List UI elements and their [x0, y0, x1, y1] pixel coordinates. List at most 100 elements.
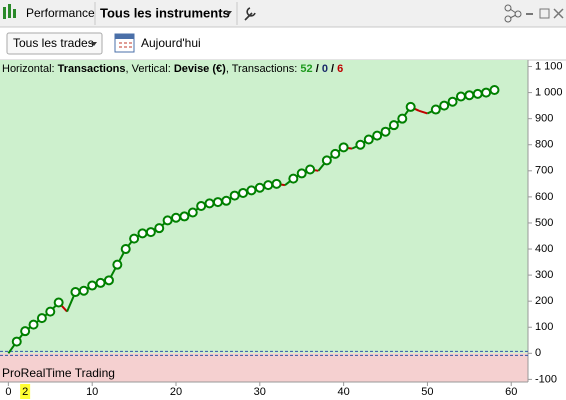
- info-text: /: [316, 63, 319, 75]
- win-marker: [87, 280, 98, 291]
- win-marker: [271, 178, 282, 189]
- win-marker: [95, 277, 106, 288]
- y-tick-label: 600: [535, 191, 553, 203]
- chart-info: Horizontal: Transactions, Vertical: Devi…: [2, 63, 343, 75]
- win-marker: [472, 88, 483, 99]
- dropdown-arrow[interactable]: [226, 11, 232, 15]
- x-highlight-bg: [20, 384, 31, 399]
- y-tick-label: 1 100: [535, 60, 563, 72]
- tab-performance[interactable]: Performance: [26, 6, 95, 20]
- win-marker: [187, 207, 198, 218]
- win-marker: [355, 139, 366, 150]
- win-marker: [380, 126, 391, 137]
- info-text: Horizontal:: [2, 63, 55, 75]
- toolbar: [0, 0, 566, 27]
- win-marker: [288, 173, 299, 184]
- y-tick-label: 300: [535, 269, 553, 281]
- win-marker: [430, 104, 441, 115]
- win-marker: [305, 164, 316, 175]
- win-marker: [204, 198, 215, 209]
- win-marker: [489, 84, 500, 95]
- win-marker: [70, 287, 81, 298]
- info-text: /: [331, 63, 334, 75]
- win-marker: [129, 233, 140, 244]
- date-filter[interactable]: Aujourd'hui: [141, 36, 201, 50]
- win-marker: [36, 313, 47, 324]
- win-marker: [439, 100, 450, 111]
- settings-icon[interactable]: [244, 7, 256, 21]
- win-marker: [405, 101, 416, 112]
- info-text: ,: [126, 63, 129, 75]
- loss-count: 6: [337, 63, 343, 75]
- win-marker: [455, 91, 466, 102]
- win-marker: [321, 155, 332, 166]
- calendar-icon[interactable]: [114, 33, 135, 53]
- instrument-dropdown[interactable]: Tous les instruments: [100, 5, 230, 20]
- y-tick-label: 100: [535, 321, 553, 333]
- info-text: Vertical:: [132, 63, 171, 75]
- x-tick-label: 50: [421, 386, 433, 398]
- share-icon[interactable]: [504, 4, 522, 23]
- maximize[interactable]: [539, 8, 550, 19]
- y-tick-label: 0: [535, 347, 541, 359]
- win-marker: [238, 187, 249, 198]
- win-marker: [78, 285, 89, 296]
- win-marker: [372, 130, 383, 141]
- win-marker: [229, 190, 240, 201]
- win-marker: [196, 201, 207, 212]
- win-marker: [330, 148, 341, 159]
- x-tick-label: 10: [86, 386, 98, 398]
- trades-filter[interactable]: Tous les trades: [13, 36, 94, 50]
- win-marker: [296, 168, 307, 179]
- win-marker: [20, 326, 31, 337]
- app-icon: [3, 4, 16, 19]
- win-marker: [464, 90, 475, 101]
- trades-dropdown[interactable]: [6, 32, 103, 55]
- x-tick-label: 30: [254, 386, 266, 398]
- x-tick-label: 60: [505, 386, 517, 398]
- win-marker: [397, 113, 408, 124]
- win-marker: [11, 336, 22, 347]
- watermark: ProRealTime Trading: [2, 366, 115, 380]
- win-marker: [145, 227, 156, 238]
- win-count: 52: [300, 63, 312, 75]
- win-marker: [212, 197, 223, 208]
- win-marker: [254, 182, 265, 193]
- win-marker: [388, 120, 399, 131]
- win-marker: [171, 212, 181, 223]
- win-marker: [162, 215, 173, 226]
- win-marker: [45, 306, 56, 317]
- win-marker: [53, 297, 64, 308]
- dropdown-arrow[interactable]: [91, 42, 97, 46]
- close[interactable]: [553, 8, 564, 19]
- win-marker: [179, 211, 190, 222]
- win-marker: [112, 259, 123, 270]
- win-marker: [363, 134, 374, 145]
- win-marker: [28, 319, 39, 330]
- win-marker: [481, 87, 492, 98]
- info-text: Devise (€): [174, 63, 226, 75]
- x-highlight: 2: [22, 386, 28, 398]
- win-marker: [137, 228, 148, 239]
- y-tick-label: 800: [535, 139, 553, 151]
- x-tick-label: 40: [337, 386, 349, 398]
- y-tick-label: 900: [535, 113, 553, 125]
- win-marker: [103, 275, 114, 286]
- y-tick-label: 400: [535, 243, 553, 255]
- info-text: Transactions:: [232, 63, 298, 75]
- y-tick-label: 1 000: [535, 86, 563, 98]
- info-text: ,: [226, 63, 229, 75]
- y-tick-label: 500: [535, 217, 553, 229]
- win-marker: [447, 96, 458, 107]
- y-tick-label: 700: [535, 165, 553, 177]
- win-marker: [221, 195, 232, 206]
- x-tick-label: 20: [170, 386, 182, 398]
- win-marker: [154, 223, 165, 234]
- neutral-count: 0: [322, 63, 328, 75]
- info-text: Transactions: [58, 63, 126, 75]
- equity-segment: [418, 109, 428, 115]
- y-tick-label: -100: [535, 373, 557, 385]
- y-tick-label: 200: [535, 295, 553, 307]
